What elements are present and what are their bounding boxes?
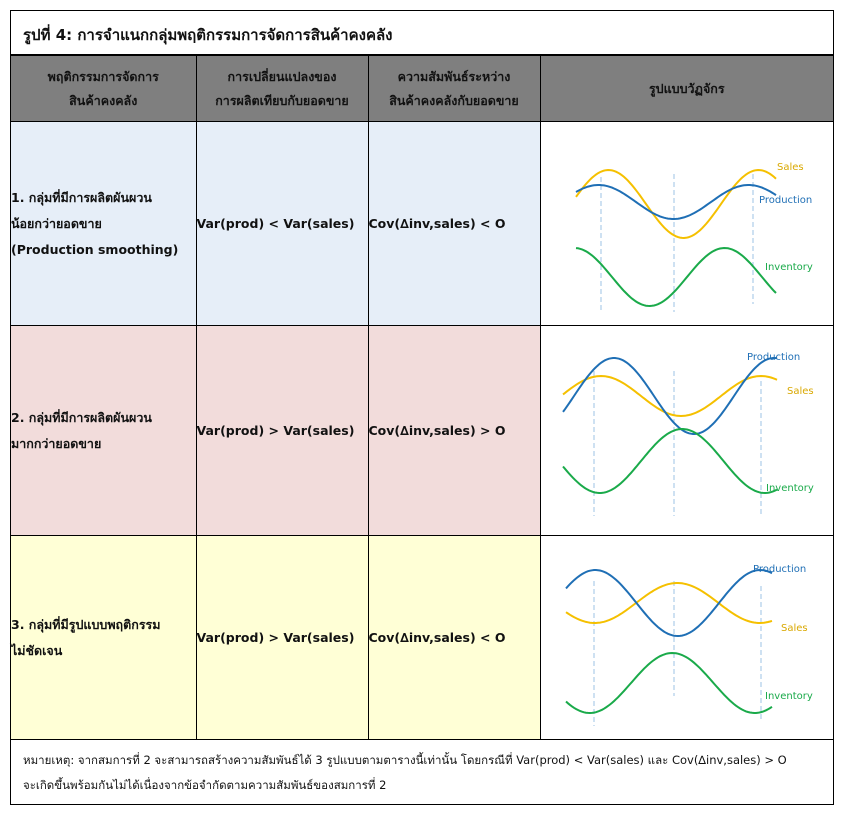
variance-cell: Var(prod) > Var(sales) xyxy=(195,535,369,740)
inventory-curve xyxy=(575,246,777,308)
covariance-cell: Cov(∆inv,sales) < O xyxy=(367,535,541,740)
covariance-cell: Cov(∆inv,sales) < O xyxy=(367,121,541,326)
production-label: Production xyxy=(753,564,806,575)
sales-curve xyxy=(561,374,777,418)
variance-cell: Var(prod) > Var(sales) xyxy=(195,325,369,536)
header-row: พฤติกรรมการจัดการ สินค้าคงคลัง การเปลี่ย… xyxy=(11,55,833,122)
cycle-graph-cell: Sales Production Inventory xyxy=(539,535,833,740)
sales-curve xyxy=(574,168,777,240)
header-cycle: รูปแบบวัฏจักร xyxy=(539,55,833,122)
classification-table: พฤติกรรมการจัดการ สินค้าคงคลัง การเปลี่ย… xyxy=(11,55,833,740)
inventory-curve xyxy=(561,428,777,495)
header-variance: การเปลี่ยนแปลงของ การผลิตเทียบกับยอดขาย xyxy=(195,55,369,122)
production-curve xyxy=(575,184,777,220)
footnote-line-1: หมายเหตุ: จากสมการที่ 2 จะสามารถสร้างควา… xyxy=(23,753,787,767)
table-row: 1. กลุ่มที่มีการผลิตผันผวน น้อยกว่ายอดขา… xyxy=(11,121,833,326)
cycle-diagram-1: Sales Production Inventory xyxy=(574,162,813,312)
figure-frame: รูปที่ 4: การจำแนกกลุ่มพฤติกรรมการจัดการ… xyxy=(10,10,834,805)
inventory-curve xyxy=(564,651,773,715)
cycle-graph-cell: Sales Production Inventory xyxy=(539,121,833,326)
cycle-graph-cell: Sales Production Inventory xyxy=(539,325,833,536)
variance-cell: Var(prod) < Var(sales) xyxy=(195,121,369,326)
figure-title: รูปที่ 4: การจำแนกกลุ่มพฤติกรรมการจัดการ… xyxy=(11,11,833,55)
header-covariance: ความสัมพันธ์ระหว่าง สินค้าคงคลังกับยอดขา… xyxy=(367,55,541,122)
cycle-diagram-2: Sales Production Inventory xyxy=(561,352,814,516)
production-curve xyxy=(561,357,777,435)
footnote: หมายเหตุ: จากสมการที่ 2 จะสามารถสร้างควา… xyxy=(11,738,833,804)
group-cell: 2. กลุ่มที่มีการผลิตผันผวน มากกว่ายอดขาย xyxy=(11,325,197,536)
production-curve xyxy=(564,568,772,638)
inventory-label: Inventory xyxy=(765,691,813,702)
table-row: 2. กลุ่มที่มีการผลิตผันผวน มากกว่ายอดขาย… xyxy=(11,325,833,536)
footnote-line-2: จะเกิดขึ้นพร้อมกันไม่ได้เนื่องจากข้อจำกั… xyxy=(23,778,387,792)
group-cell: 1. กลุ่มที่มีการผลิตผันผวน น้อยกว่ายอดขา… xyxy=(11,121,197,326)
sales-label: Sales xyxy=(781,623,808,634)
sales-label: Sales xyxy=(777,162,804,173)
sales-label: Sales xyxy=(787,386,814,397)
production-label: Production xyxy=(747,352,800,363)
inventory-label: Inventory xyxy=(765,262,813,273)
group-cell: 3. กลุ่มที่มีรูปแบบพฤติกรรม ไม่ชัดเจน xyxy=(11,535,197,740)
sales-curve xyxy=(564,582,772,624)
table-row: 3. กลุ่มที่มีรูปแบบพฤติกรรม ไม่ชัดเจน Va… xyxy=(11,535,833,740)
cycle-diagram-3: Sales Production Inventory xyxy=(564,564,813,726)
production-label: Production xyxy=(759,195,812,206)
inventory-label: Inventory xyxy=(766,483,814,494)
covariance-cell: Cov(∆inv,sales) > O xyxy=(367,325,541,536)
header-behavior: พฤติกรรมการจัดการ สินค้าคงคลัง xyxy=(11,55,197,122)
